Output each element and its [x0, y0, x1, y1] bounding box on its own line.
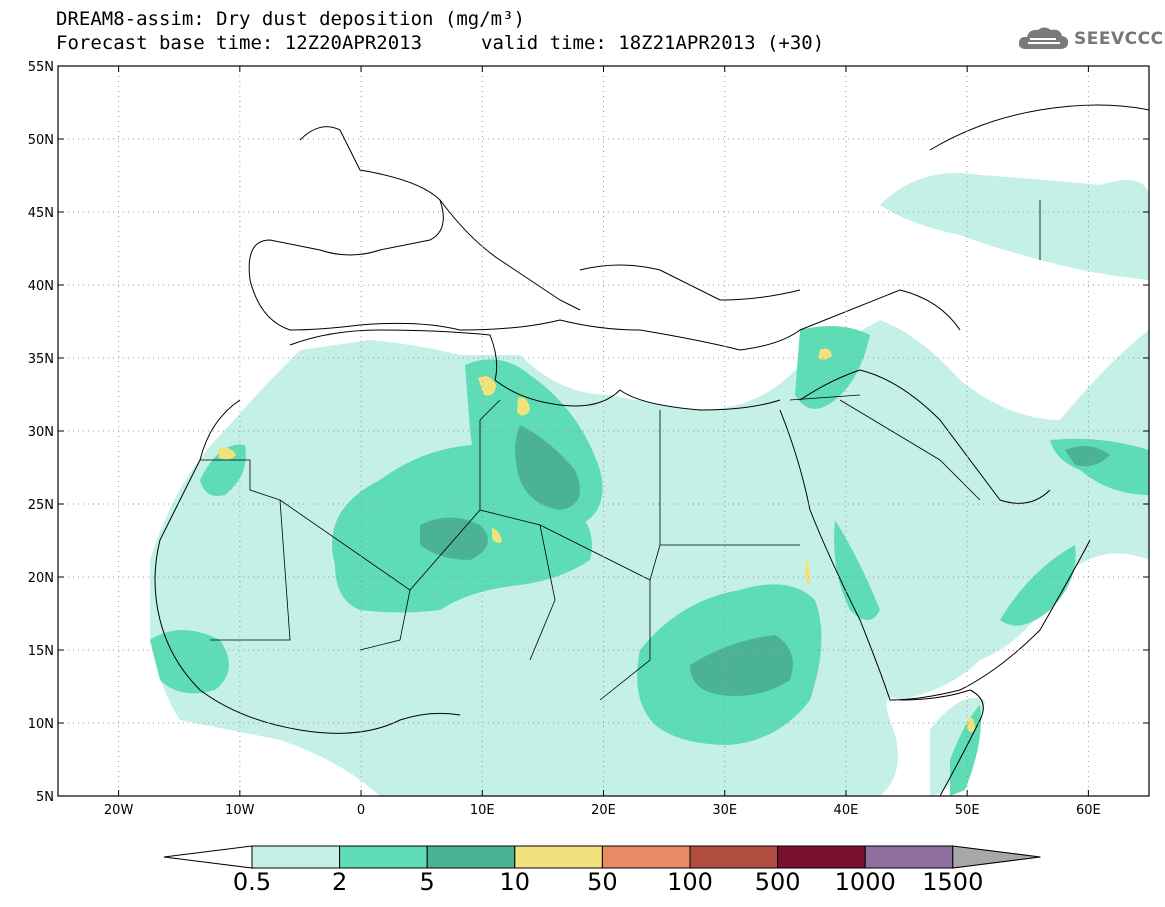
lat-tick-label: 10N: [28, 717, 54, 732]
lat-tick-label: 50N: [28, 133, 54, 148]
colorbar-high-arrow: [952, 845, 1041, 869]
axis-ticks: 20W 10W 0 10E 20E 30E 40E 50E 60E 55N 50N 45N 40N 35N…: [28, 60, 1149, 818]
lat-tick-label: 20N: [28, 571, 54, 586]
lat-tick-label: 40N: [28, 279, 54, 294]
colorbar-label: 500: [754, 868, 801, 896]
colorbar-swatch: [777, 845, 866, 869]
graticule: [58, 66, 1149, 796]
colorbar-swatch: [689, 845, 779, 869]
seevccc-logo: SEEVCCC: [1018, 25, 1164, 53]
lon-tick-label: 30E: [712, 803, 737, 818]
colorbar-swatch: [339, 845, 428, 869]
lon-tick-label: 20W: [104, 803, 134, 818]
lat-tick-label: 55N: [28, 60, 54, 75]
cloud-icon: [1018, 27, 1069, 49]
lat-tick-label: 25N: [28, 498, 54, 513]
colorbar-swatch: [864, 845, 954, 869]
colorbar-label: 2: [331, 868, 348, 896]
colorbar-label: 1000: [834, 868, 896, 896]
valid-time: valid time: 18Z21APR2013 (+30): [481, 32, 825, 54]
colorbar-label: 100: [667, 868, 713, 896]
colorbar-label: 50: [587, 868, 618, 896]
colorbar-swatch: [601, 845, 691, 869]
lat-tick-label: 30N: [28, 425, 54, 440]
map-title: DREAM8-assim: Dry dust deposition (mg/m³…: [56, 8, 525, 30]
lon-tick-label: 10E: [470, 803, 495, 818]
colorbar-label: 5: [419, 868, 435, 896]
coastlines: [154, 104, 1149, 796]
lon-tick-label: 50E: [955, 803, 980, 818]
colorbar-label: 1500: [922, 868, 984, 896]
lon-tick-label: 0: [357, 803, 365, 818]
forecast-times: Forecast base time: 12Z20APR2013 valid ti…: [56, 32, 824, 54]
colorbar-swatch: [514, 845, 603, 869]
country-borders: [200, 200, 1041, 701]
lon-tick-label: 60E: [1076, 803, 1101, 818]
lon-tick-label: 20E: [591, 803, 616, 818]
base-time: Forecast base time: 12Z20APR2013: [56, 32, 423, 54]
lon-tick-label: 40E: [834, 803, 859, 818]
colorbar-label: 0.5: [232, 868, 272, 896]
colorbar-label: 10: [499, 868, 531, 896]
colorbar: [163, 845, 1041, 869]
colorbar-swatch: [251, 845, 341, 869]
dust-field: [150, 173, 1149, 796]
lat-tick-label: 15N: [28, 644, 54, 659]
lat-tick-label: 45N: [28, 206, 54, 221]
lat-tick-label: 35N: [28, 352, 54, 367]
colorbar-low-arrow: [163, 845, 253, 869]
lon-tick-label: 10W: [225, 803, 255, 818]
colorbar-swatch: [426, 845, 516, 869]
lat-tick-label: 5N: [36, 790, 54, 805]
